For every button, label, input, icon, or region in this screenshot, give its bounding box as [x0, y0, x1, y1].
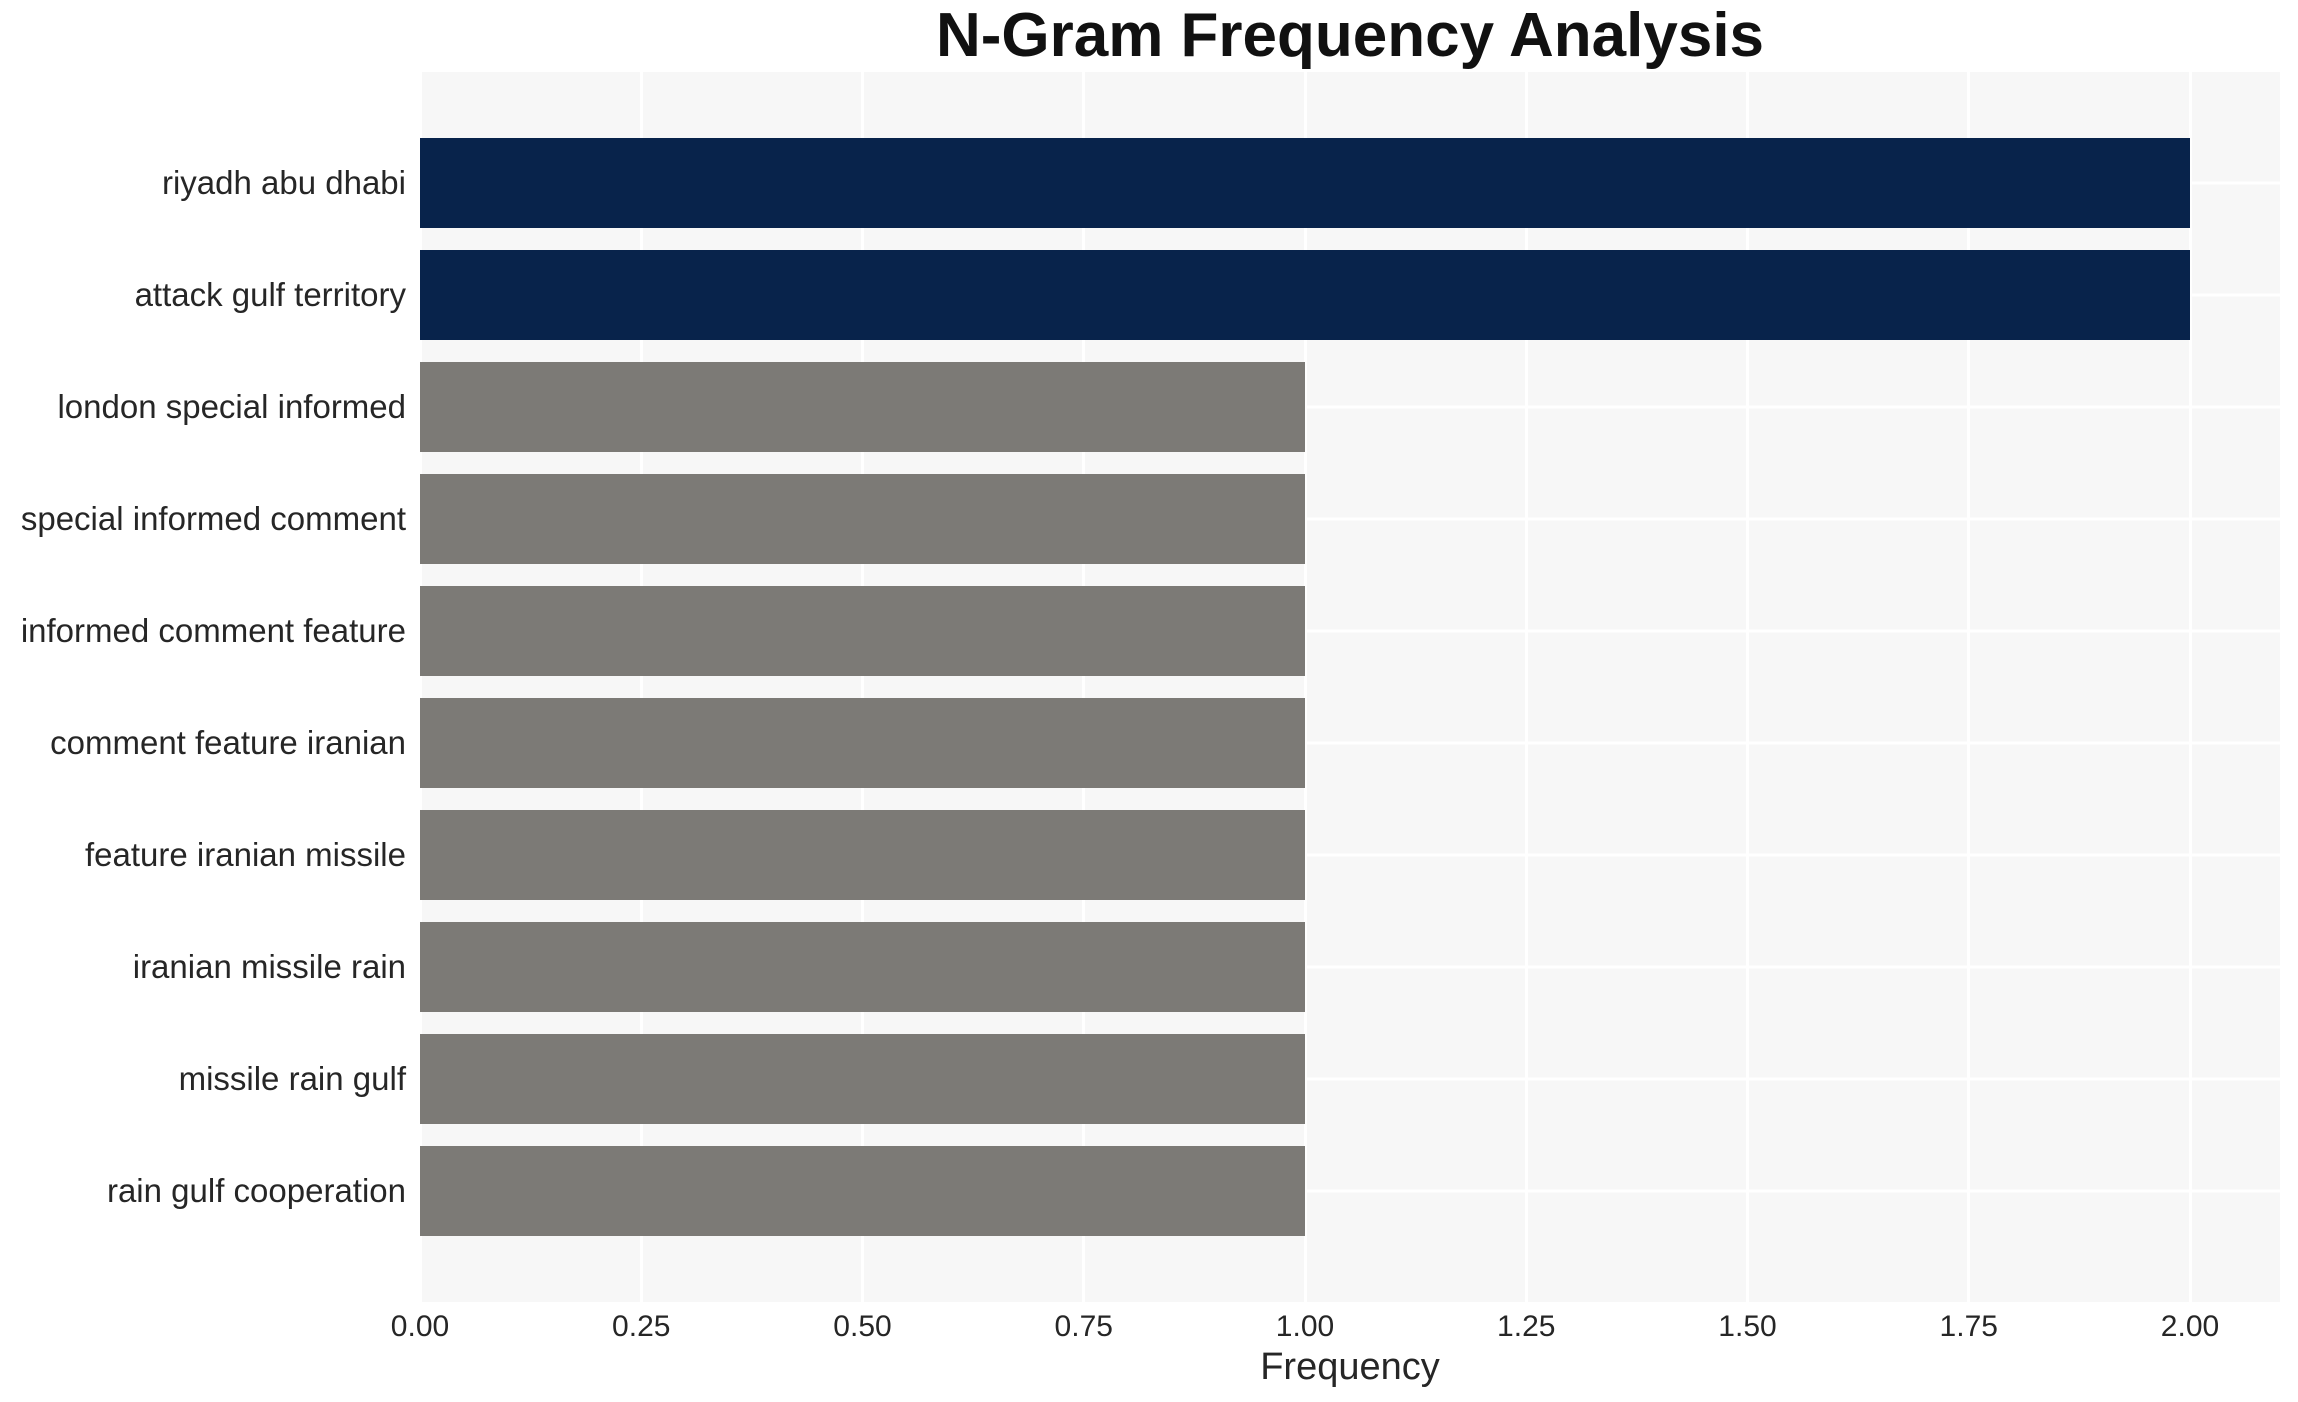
x-axis-ticks: 0.00 0.25 0.50 0.75 1.00 1.25 1.50 1.75 2.00: [0, 1310, 2298, 1350]
gridline-vertical: [1746, 72, 1749, 1302]
x-tick-label: 1.75: [1939, 1310, 1998, 1343]
y-axis-label: rain gulf cooperation: [106, 1172, 406, 1209]
bar-track: [420, 463, 2280, 575]
bar-track: [420, 911, 2280, 1023]
chart-row: riyadh abu dhabi: [0, 127, 2280, 239]
bar: [420, 698, 1305, 788]
chart-row: london special informed: [0, 351, 2280, 463]
chart-row: rain gulf cooperation: [0, 1135, 2280, 1247]
bar: [420, 250, 2190, 340]
gridline-horizontal: [420, 1189, 2280, 1193]
bar-track: [420, 127, 2280, 239]
gridline-vertical: [418, 72, 422, 1302]
x-tick-label: 0.75: [1054, 1310, 1113, 1343]
bar: [420, 362, 1305, 452]
gridline-vertical: [1082, 72, 1086, 1302]
gridline-vertical: [639, 72, 643, 1302]
y-axis-label: london special informed: [57, 388, 406, 425]
chart-row: attack gulf territory: [0, 239, 2280, 351]
gridline-horizontal: [420, 629, 2280, 633]
x-tick-label: 1.00: [1275, 1310, 1335, 1343]
gridline-horizontal: [420, 853, 2280, 857]
chart-row: feature iranian missile: [0, 799, 2280, 911]
chart-title: N-Gram Frequency Analysis: [935, 1, 1765, 70]
gridline-horizontal: [420, 405, 2280, 409]
bar: [420, 1146, 1305, 1236]
bar-track: [420, 1135, 2280, 1247]
gridline-horizontal: [420, 1077, 2280, 1081]
chart-row: comment feature iranian: [0, 687, 2280, 799]
y-axis-label: informed comment feature: [20, 612, 406, 649]
bar: [420, 138, 2190, 228]
gridline-vertical: [1967, 72, 1971, 1302]
y-axis-label: riyadh abu dhabi: [161, 164, 406, 201]
x-tick-label: 2.00: [2160, 1310, 2220, 1343]
bar: [420, 474, 1305, 564]
x-axis-title: Frequency: [1260, 1346, 1440, 1388]
chart-row: missile rain gulf: [0, 1023, 2280, 1135]
bar-track: [420, 575, 2280, 687]
y-axis-label: feature iranian missile: [85, 836, 406, 873]
chart-row: special informed comment: [0, 463, 2280, 575]
x-tick-label: 0.00: [390, 1310, 450, 1343]
y-axis-label: attack gulf territory: [134, 276, 406, 313]
gridline-horizontal: [420, 517, 2280, 521]
bar: [420, 810, 1305, 900]
y-axis-label: iranian missile rain: [132, 948, 406, 985]
gridline-vertical: [861, 72, 864, 1302]
gridline-vertical: [2188, 72, 2192, 1302]
bar-rows: riyadh abu dhabi attack gulf territory lon…: [0, 72, 2280, 1302]
gridline-vertical: [1524, 72, 1528, 1302]
bar-track: [420, 799, 2280, 911]
gridline-horizontal: [420, 741, 2280, 745]
gridline-vertical: [1303, 72, 1307, 1302]
bar: [420, 586, 1305, 676]
y-axis-label: special informed comment: [20, 500, 406, 537]
bar: [420, 922, 1305, 1012]
bar-track: [420, 239, 2280, 351]
bar-track: [420, 687, 2280, 799]
bar: [420, 1034, 1305, 1124]
gridline-horizontal: [420, 965, 2280, 969]
chart-row: informed comment feature: [0, 575, 2280, 687]
x-tick-label: 0.25: [612, 1310, 671, 1343]
x-tick-label: 1.25: [1497, 1310, 1556, 1343]
chart-row: iranian missile rain: [0, 911, 2280, 1023]
bar-track: [420, 351, 2280, 463]
y-axis-label: missile rain gulf: [178, 1060, 406, 1097]
y-axis-label: comment feature iranian: [50, 724, 406, 761]
x-tick-label: 0.50: [833, 1310, 892, 1343]
bar-track: [420, 1023, 2280, 1135]
x-tick-label: 1.50: [1718, 1310, 1777, 1343]
